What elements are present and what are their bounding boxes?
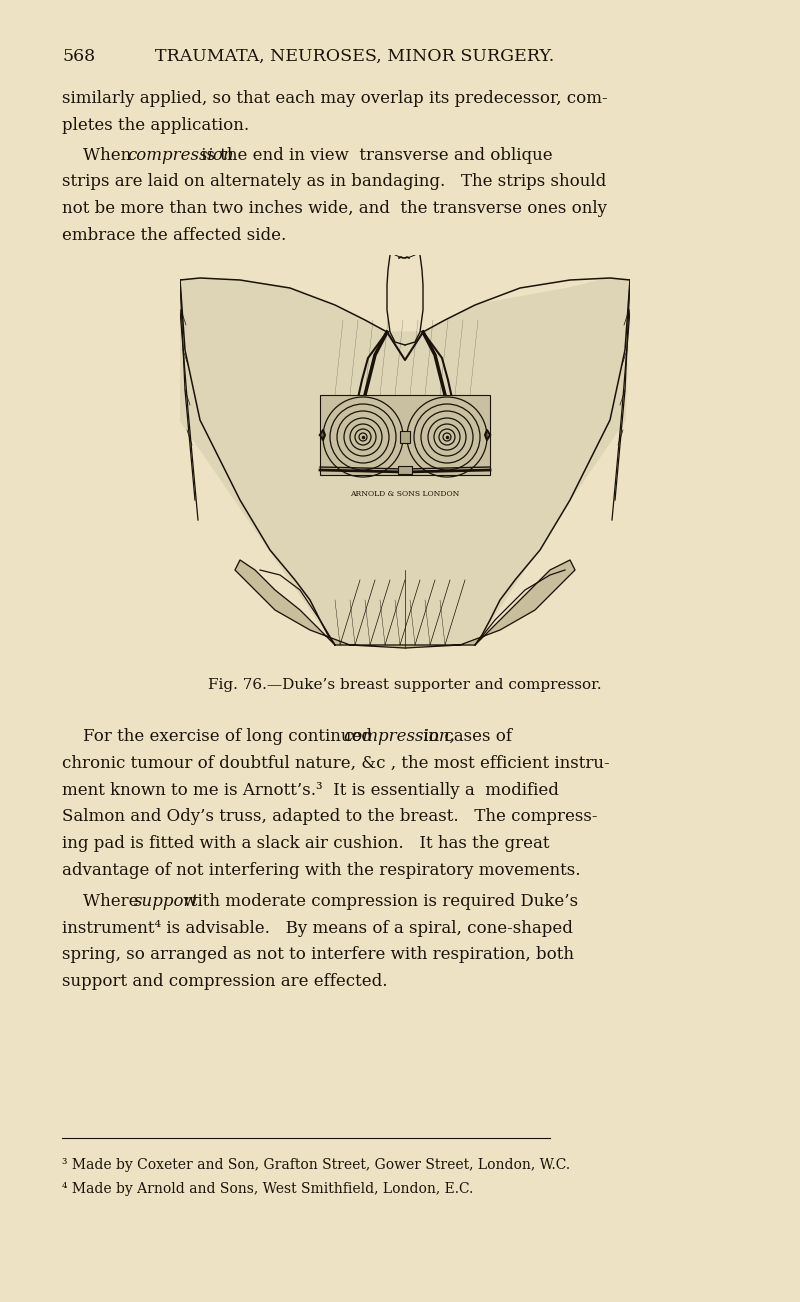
Text: not be more than two inches wide, and  the transverse ones only: not be more than two inches wide, and th… xyxy=(62,201,607,217)
Polygon shape xyxy=(180,279,630,644)
Text: is the end in view  transverse and oblique: is the end in view transverse and obliqu… xyxy=(197,147,553,164)
Text: ing pad is fitted with a slack air cushion.   It has the great: ing pad is fitted with a slack air cushi… xyxy=(62,835,550,853)
Text: embrace the affected side.: embrace the affected side. xyxy=(62,227,286,243)
Text: ARNOLD & SONS LONDON: ARNOLD & SONS LONDON xyxy=(350,490,460,497)
Text: pletes the application.: pletes the application. xyxy=(62,116,249,134)
Text: ⁴ Made by Arnold and Sons, West Smithfield, London, E.C.: ⁴ Made by Arnold and Sons, West Smithfie… xyxy=(62,1182,474,1197)
Text: strips are laid on alternately as in bandaging.   The strips should: strips are laid on alternately as in ban… xyxy=(62,173,606,190)
Polygon shape xyxy=(235,560,575,648)
Text: For the exercise of long continued: For the exercise of long continued xyxy=(62,728,378,745)
Bar xyxy=(398,466,412,474)
Text: support: support xyxy=(134,893,199,910)
Text: similarly applied, so that each may overlap its predecessor, com-: similarly applied, so that each may over… xyxy=(62,90,608,107)
Text: chronic tumour of doubtful nature, &c , the most efficient instru-: chronic tumour of doubtful nature, &c , … xyxy=(62,755,610,772)
Text: advantage of not interfering with the respiratory movements.: advantage of not interfering with the re… xyxy=(62,862,581,879)
Text: compression,: compression, xyxy=(343,728,454,745)
Text: support and compression are effected.: support and compression are effected. xyxy=(62,973,387,991)
Text: ment known to me is Arnott’s.³  It is essentially a  modified: ment known to me is Arnott’s.³ It is ess… xyxy=(62,781,559,798)
Bar xyxy=(320,395,490,475)
Text: 568: 568 xyxy=(62,48,95,65)
Text: TRAUMATA, NEUROSES, MINOR SURGERY.: TRAUMATA, NEUROSES, MINOR SURGERY. xyxy=(155,48,554,65)
Bar xyxy=(400,431,410,443)
Text: Fig. 76.—Duke’s breast supporter and compressor.: Fig. 76.—Duke’s breast supporter and com… xyxy=(208,678,602,691)
Text: instrument⁴ is advisable.   By means of a spiral, cone-shaped: instrument⁴ is advisable. By means of a … xyxy=(62,919,573,936)
Text: with moderate compression is required Duke’s: with moderate compression is required Du… xyxy=(178,893,578,910)
Text: When: When xyxy=(62,147,137,164)
Text: spring, so arranged as not to interfere with respiration, both: spring, so arranged as not to interfere … xyxy=(62,947,574,963)
Text: ³ Made by Coxeter and Son, Grafton Street, Gower Street, London, W.C.: ³ Made by Coxeter and Son, Grafton Stree… xyxy=(62,1157,570,1172)
Text: Where: Where xyxy=(62,893,144,910)
Text: in cases of: in cases of xyxy=(418,728,512,745)
Text: Salmon and Ody’s truss, adapted to the breast.   The compress-: Salmon and Ody’s truss, adapted to the b… xyxy=(62,809,598,825)
Text: compression: compression xyxy=(126,147,234,164)
